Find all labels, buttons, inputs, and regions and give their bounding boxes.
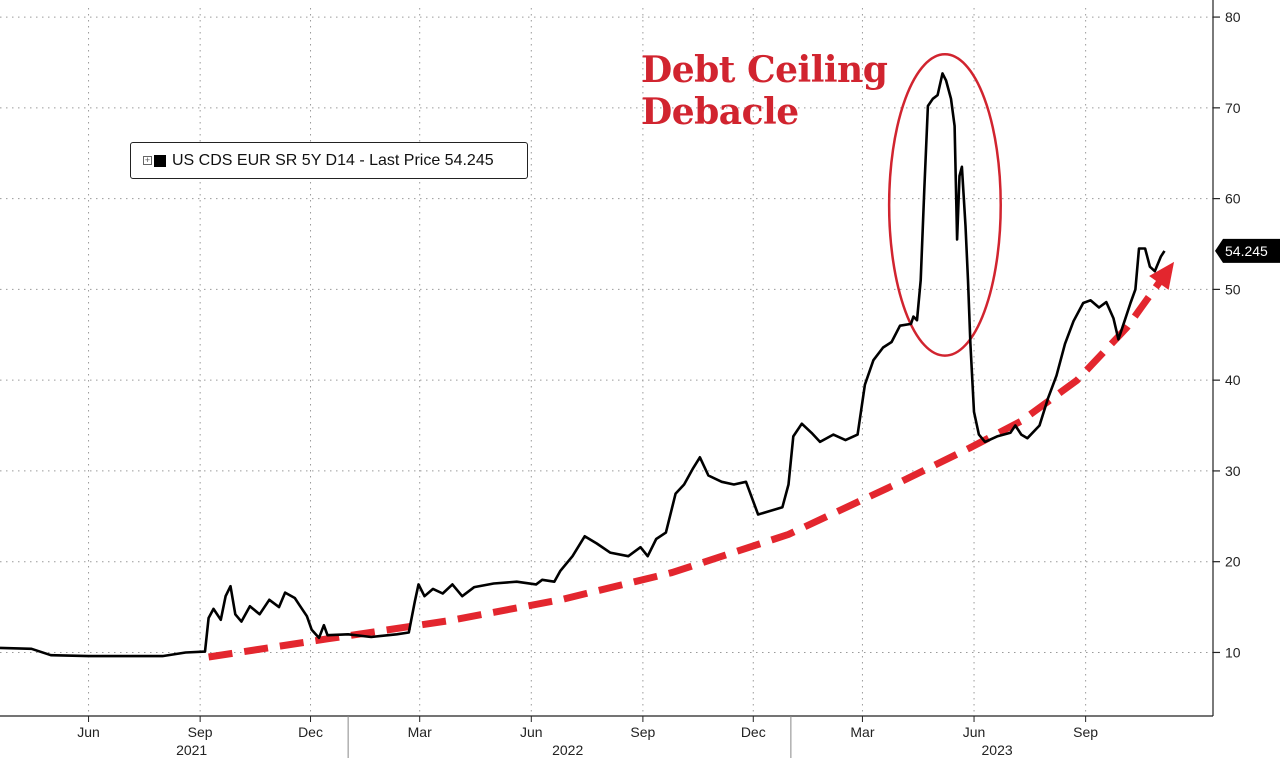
x-tick-label-2021-12-01: Dec	[298, 724, 323, 740]
debt-ceiling-annotation: Debt Ceiling Debacle	[641, 49, 911, 134]
x-tick-label-2022-06-01: Jun	[520, 724, 543, 740]
year-label-2022: 2022	[552, 742, 583, 758]
y-tick-label-60: 60	[1225, 191, 1241, 207]
x-tick-label-2022-09-01: Sep	[630, 724, 655, 740]
highlight-ellipse	[887, 53, 1002, 357]
axes	[0, 0, 1214, 758]
gridlines	[0, 8, 1213, 716]
trend-arrow-shaft	[208, 276, 1166, 661]
x-tick-label-2021-06-01: Jun	[77, 724, 100, 740]
annotation-line-1: Debt Ceiling	[641, 49, 888, 91]
debt-ceiling-highlight	[887, 53, 1002, 357]
x-tick-label-2023-03-01: Mar	[850, 724, 874, 740]
x-tick-label-2023-06-01: Jun	[963, 724, 986, 740]
x-tick-label-2023-09-01: Sep	[1073, 724, 1098, 740]
y-tick-label-10: 10	[1225, 644, 1241, 660]
year-label-2023: 2023	[982, 742, 1013, 758]
trend-arrow	[208, 261, 1175, 661]
series	[0, 72, 1166, 658]
series-line-0	[0, 72, 1166, 658]
y-axis-ticks: 10 20 30 40 50 60 70 80	[1213, 9, 1241, 660]
y-tick-label-50: 50	[1225, 281, 1241, 297]
x-axis-ticks: Jun Sep Dec Mar Jun Sep Dec Mar Jun Sep 2021 2022 20…	[77, 716, 1098, 758]
last-price-badge: 54.245	[1215, 238, 1280, 263]
legend-label: US CDS EUR SR 5Y D14 - Last Price 54.245	[172, 151, 494, 169]
legend-swatch	[154, 154, 166, 167]
x-tick-label-2021-09-01: Sep	[188, 724, 213, 740]
annotation-line-2: Debacle	[641, 90, 799, 133]
last-price-badge-shape	[1215, 238, 1280, 263]
y-tick-label-30: 30	[1225, 463, 1241, 479]
last-price-label: 54.245	[1225, 243, 1268, 259]
legend-toggle-icon[interactable]: +	[143, 155, 152, 165]
y-tick-label-70: 70	[1225, 100, 1241, 116]
x-tick-label-2022-03-01: Mar	[408, 724, 432, 740]
y-tick-label-40: 40	[1225, 372, 1241, 388]
year-label-2021: 2021	[176, 742, 207, 758]
y-tick-label-80: 80	[1225, 9, 1241, 25]
x-tick-label-2022-12-01: Dec	[741, 724, 766, 740]
trend-arrow-head	[1149, 261, 1175, 290]
y-tick-label-20: 20	[1225, 554, 1241, 570]
legend[interactable]: + US CDS EUR SR 5Y D14 - Last Price 54.2…	[130, 142, 528, 179]
